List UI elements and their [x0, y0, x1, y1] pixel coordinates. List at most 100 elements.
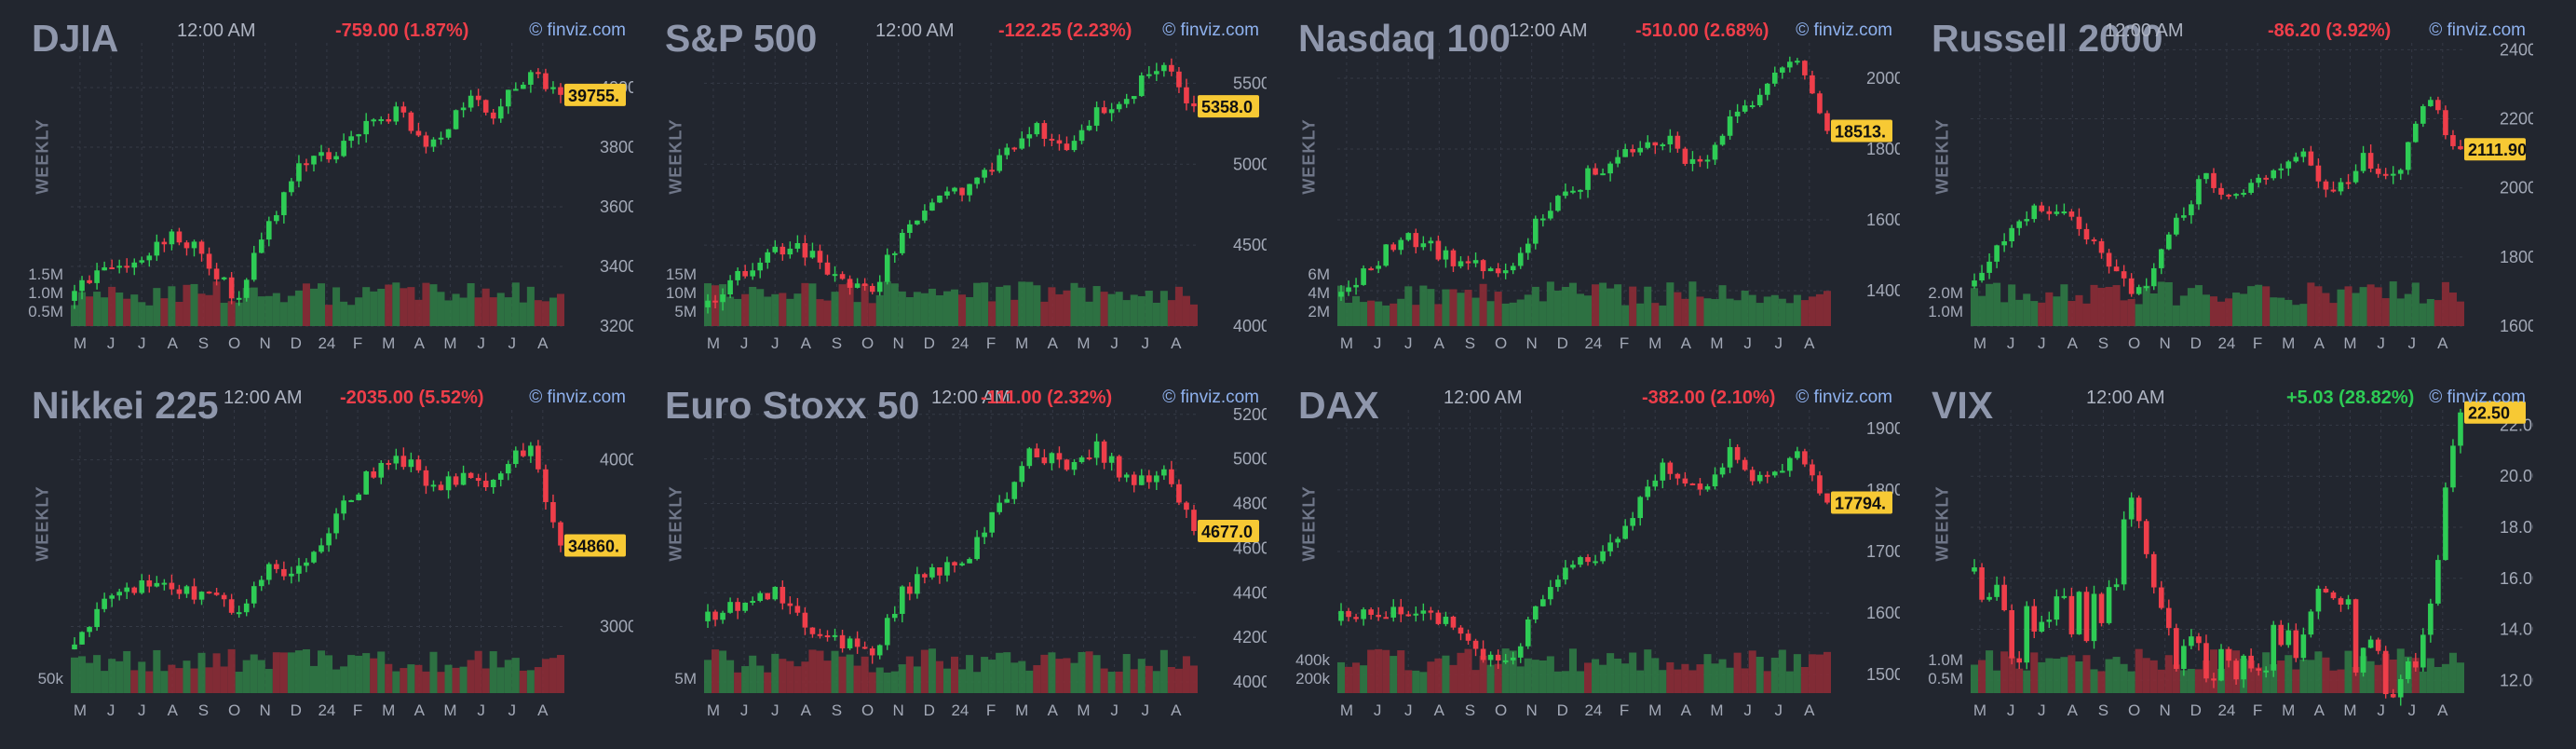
- x-tick-label: J: [2407, 701, 2416, 719]
- volume-bar: [511, 282, 520, 326]
- volume-bar: [2075, 294, 2083, 326]
- x-tick-label: N: [260, 334, 271, 352]
- chart-panel[interactable]: M J J A S O N D 24 F M A M J J A 1600 1800 2000 2200 2400 2.0…: [1900, 0, 2533, 363]
- finviz-link[interactable]: © finviz.com: [2429, 20, 2526, 40]
- finviz-link[interactable]: © finviz.com: [1162, 388, 1259, 407]
- chart-panel[interactable]: M J J A S O N D 24 F M A M J J A 4000 4500 5000 5500 15M 10M 5…: [633, 0, 1267, 363]
- volume-bar: [1621, 663, 1630, 693]
- finviz-link[interactable]: © finviz.com: [1796, 20, 1892, 40]
- candle-body: [1660, 462, 1666, 481]
- chart-panel[interactable]: MJJASOND24FMAMJJA12.0014.0016.0018.0020.…: [1900, 367, 2533, 730]
- price-change: -86.20 (3.92%): [2268, 20, 2392, 41]
- volume-bar: [534, 300, 542, 326]
- candle-body: [2248, 183, 2254, 194]
- candle-body: [2271, 624, 2277, 671]
- x-tick-label: A: [1434, 334, 1445, 352]
- candle-body: [393, 456, 400, 464]
- volume-bar: [197, 652, 206, 693]
- volume-bar: [1778, 649, 1786, 693]
- volume-bar: [1748, 650, 1756, 693]
- candle-body: [2256, 177, 2261, 184]
- volume-bar: [385, 663, 393, 693]
- volume-bar: [1479, 655, 1487, 693]
- finviz-link[interactable]: © finviz.com: [1796, 388, 1892, 407]
- volume-bar: [101, 671, 109, 693]
- x-tick-label: M: [1340, 334, 1353, 352]
- volume-bar: [332, 669, 341, 693]
- volume-bar: [2164, 655, 2173, 693]
- candle-body: [2001, 241, 2007, 246]
- chart-panel[interactable]: M J J A S O N D 24 F M A M J J A 4000 4200 4400 4600 4800 500…: [633, 367, 1267, 730]
- x-tick-label: D: [291, 334, 302, 352]
- chart-panel[interactable]: MJJASOND24FMAMJJA15000160001700018000190…: [1267, 367, 1900, 730]
- candle-body: [2098, 593, 2105, 623]
- volume-bar: [1568, 648, 1577, 693]
- x-tick-label: F: [1620, 701, 1629, 719]
- volume-bar: [935, 660, 943, 693]
- volume-bar: [2419, 303, 2427, 326]
- candle-body: [289, 181, 294, 193]
- candle-body: [772, 586, 779, 600]
- candle-body: [393, 106, 400, 122]
- volume-bar: [996, 286, 1004, 326]
- candle-body: [2323, 181, 2329, 190]
- volume-bar: [1718, 285, 1727, 326]
- volume-bar: [2202, 294, 2210, 326]
- volume-bar: [519, 302, 527, 326]
- x-tick-label: D: [924, 334, 935, 352]
- volume-bar: [1688, 281, 1697, 326]
- finviz-link[interactable]: © finviz.com: [529, 20, 626, 40]
- candle-body: [1645, 142, 1651, 148]
- volume-bar: [988, 660, 997, 693]
- candle-body: [445, 129, 452, 138]
- finviz-link[interactable]: © finviz.com: [529, 388, 626, 407]
- volume-bar: [958, 294, 967, 326]
- candle-body: [1161, 469, 1167, 476]
- volume-bar: [2030, 301, 2039, 326]
- volume-bar: [1434, 304, 1443, 326]
- volume-bar: [1479, 283, 1487, 326]
- y-tick-label: 4000: [1233, 673, 1267, 691]
- volume-bar: [1785, 671, 1794, 693]
- candle-body: [2091, 593, 2097, 642]
- x-tick-label: A: [537, 701, 549, 719]
- candle-body: [1435, 240, 1442, 260]
- candle-body: [1078, 457, 1085, 463]
- candle-body: [1049, 453, 1055, 464]
- candle-body: [1749, 105, 1756, 108]
- volume-bar: [1390, 303, 1398, 326]
- candle-body: [1413, 613, 1419, 616]
- candle-body: [839, 274, 846, 279]
- finviz-link[interactable]: © finviz.com: [2429, 388, 2526, 407]
- x-tick-label: M: [1077, 701, 1090, 719]
- candle-body: [1585, 168, 1591, 190]
- volume-bar: [489, 651, 497, 693]
- candle-body: [1056, 453, 1063, 460]
- volume-bar: [808, 649, 817, 693]
- candle-body: [445, 476, 452, 491]
- period-label: WEEKLY: [1932, 118, 1952, 195]
- candle-body: [1727, 116, 1733, 136]
- candle-body: [802, 612, 808, 628]
- finviz-link[interactable]: © finviz.com: [1162, 20, 1259, 40]
- volume-bar: [1070, 662, 1078, 693]
- volume-bar: [130, 670, 139, 693]
- y-tick-label: 2200: [2500, 110, 2533, 129]
- volume-tick-label: 400k: [1295, 651, 1330, 669]
- candle-body: [2300, 634, 2307, 659]
- chart-panel[interactable]: MJJASOND24FMAMJJA140001600018000200006M4…: [1267, 0, 1900, 363]
- volume-bar: [1063, 658, 1071, 693]
- x-tick-label: J: [138, 701, 146, 719]
- y-tick-label: 40000: [600, 451, 633, 470]
- candle-body: [281, 568, 287, 577]
- volume-bar: [1375, 301, 1383, 326]
- volume-bar: [1546, 656, 1554, 693]
- y-tick-label: 20000: [1866, 69, 1900, 88]
- volume-bar: [362, 653, 371, 693]
- volume-bar: [913, 292, 921, 326]
- period-label: WEEKLY: [33, 485, 52, 562]
- volume-bar: [2240, 293, 2248, 326]
- chart-panel[interactable]: MJJASOND24FMAMJJA300004000050k34860.Nikk…: [0, 367, 633, 730]
- chart-panel[interactable]: MJJASOND24FMAMJJA32000340003600038000400…: [0, 0, 633, 363]
- candle-body: [1450, 250, 1457, 266]
